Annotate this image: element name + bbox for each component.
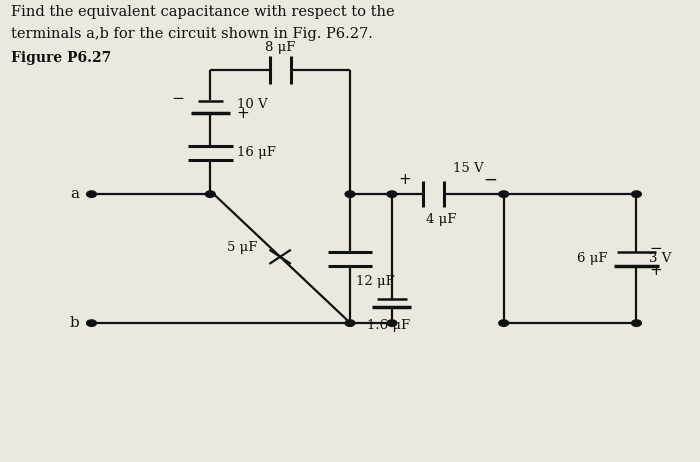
Text: 6 μF: 6 μF (577, 252, 607, 265)
Text: Figure P6.27: Figure P6.27 (11, 51, 111, 65)
Text: b: b (69, 316, 79, 330)
Text: a: a (70, 187, 79, 201)
Text: Find the equivalent capacitance with respect to the: Find the equivalent capacitance with res… (11, 5, 395, 19)
Circle shape (499, 191, 509, 197)
Text: 12 μF: 12 μF (356, 275, 394, 288)
Text: +: + (237, 106, 250, 121)
Text: 5 μF: 5 μF (228, 241, 258, 254)
Text: 15 V: 15 V (454, 162, 484, 175)
Circle shape (499, 320, 509, 326)
Circle shape (87, 320, 97, 326)
Text: 8 μF: 8 μF (265, 41, 295, 54)
Circle shape (87, 191, 97, 197)
Circle shape (345, 191, 355, 197)
Circle shape (387, 320, 397, 326)
Text: terminals a,b for the circuit shown in Fig. P6.27.: terminals a,b for the circuit shown in F… (11, 27, 373, 41)
Text: 10 V: 10 V (237, 98, 267, 111)
Circle shape (345, 320, 355, 326)
Circle shape (631, 191, 641, 197)
Circle shape (387, 191, 397, 197)
Text: +: + (649, 263, 661, 278)
Text: 1.6 μF: 1.6 μF (367, 319, 410, 333)
Text: −: − (649, 241, 661, 256)
Text: 4 μF: 4 μF (426, 213, 456, 226)
Text: 3 V: 3 V (649, 252, 671, 265)
Text: −: − (483, 170, 497, 188)
Text: +: + (398, 172, 411, 187)
Circle shape (631, 320, 641, 326)
Text: −: − (171, 91, 183, 106)
Text: 16 μF: 16 μF (237, 146, 276, 159)
Circle shape (205, 191, 215, 197)
